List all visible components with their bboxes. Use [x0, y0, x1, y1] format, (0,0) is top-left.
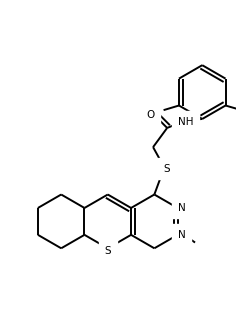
Text: S: S: [163, 164, 170, 174]
Text: N: N: [178, 230, 185, 240]
Text: S: S: [105, 246, 111, 256]
Text: N: N: [178, 203, 185, 213]
Text: NH: NH: [178, 117, 193, 126]
Text: O: O: [146, 110, 154, 120]
